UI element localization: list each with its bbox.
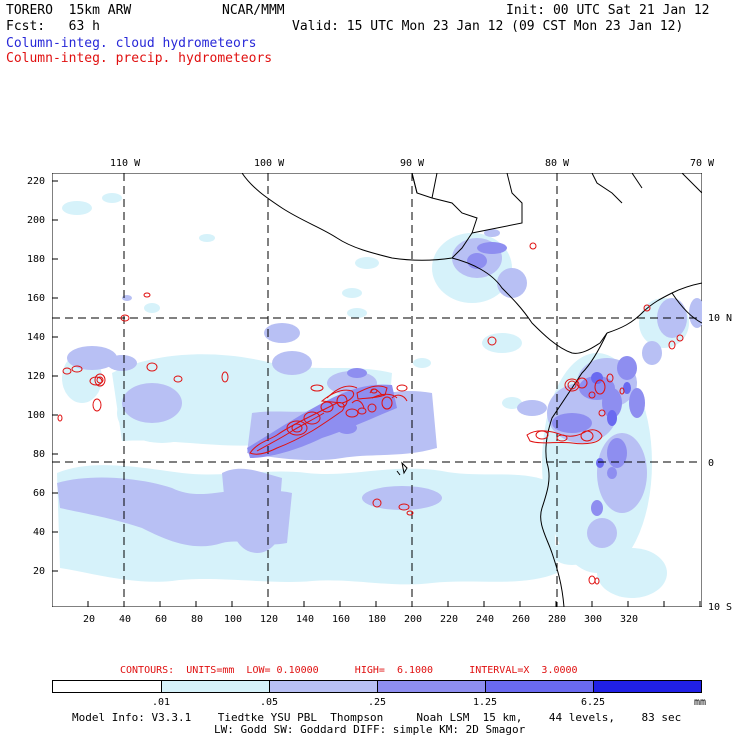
valid-time: Valid: 15 UTC Mon 23 Jan 12 (09 CST Mon …	[292, 19, 684, 34]
y-tick-180: 180	[27, 254, 46, 265]
model-info-line1: Model Info: V3.3.1 Tiedtke YSU PBL Thomp…	[72, 711, 682, 724]
center-label: NCAR/MMM	[222, 3, 285, 18]
x-tick-80: 80	[191, 614, 204, 625]
color-bar-label-4: 1.25	[472, 697, 498, 708]
color-bar-seg-6	[594, 681, 701, 692]
lon-label-70w: 70 W	[690, 158, 715, 169]
x-tick-180: 180	[368, 614, 387, 625]
color-bar-seg-5	[486, 681, 594, 692]
x-tick-320: 320	[620, 614, 639, 625]
model-info-line2: LW: Godd SW: Goddard DIFF: simple KM: 2D…	[214, 723, 526, 736]
lon-label-80w: 80 W	[545, 158, 570, 169]
color-bar-label-5: 6.25	[580, 697, 606, 708]
color-bar-seg-3	[270, 681, 378, 692]
field-cloud-label: Column-integ. cloud hydrometeors	[6, 36, 257, 51]
y-tick-140: 140	[27, 332, 46, 343]
color-bar-seg-4	[378, 681, 486, 692]
lon-label-100w: 100 W	[254, 158, 285, 169]
x-tick-100: 100	[224, 614, 243, 625]
precip-contours	[57, 242, 684, 585]
y-tick-120: 120	[27, 371, 46, 382]
x-tick-60: 60	[155, 614, 168, 625]
x-tick-160: 160	[332, 614, 351, 625]
model-title: TORERO 15km ARW	[6, 3, 132, 18]
x-tick-260: 260	[512, 614, 531, 625]
cloud-fill-level3	[247, 242, 645, 516]
y-tick-60: 60	[33, 488, 46, 499]
color-bar-seg-1	[53, 681, 162, 692]
hydrometeor-map	[52, 173, 702, 607]
lat-label-0: 0	[708, 458, 715, 469]
coastlines	[241, 173, 702, 607]
x-tick-120: 120	[260, 614, 279, 625]
color-bar-seg-2	[162, 681, 270, 692]
color-bar-label-1: .01	[151, 697, 171, 708]
color-bar	[52, 680, 702, 693]
x-tick-300: 300	[584, 614, 603, 625]
lat-label-10n: 10 N	[708, 313, 733, 324]
color-bar-label-3: .25	[367, 697, 387, 708]
y-tick-220: 220	[27, 176, 46, 187]
cloud-fill-level4	[591, 372, 631, 468]
field-precip-label: Column-integ. precip. hydrometeors	[6, 51, 273, 66]
lon-label-110w: 110 W	[110, 158, 141, 169]
lon-label-90w: 90 W	[400, 158, 425, 169]
color-bar-label-2: .05	[259, 697, 279, 708]
x-tick-20: 20	[83, 614, 96, 625]
forecast-hour: Fcst: 63 h	[6, 19, 100, 34]
x-tick-220: 220	[440, 614, 459, 625]
y-tick-200: 200	[27, 215, 46, 226]
y-tick-20: 20	[33, 566, 46, 577]
x-tick-140: 140	[296, 614, 315, 625]
x-tick-280: 280	[548, 614, 567, 625]
lat-label-10s: 10 S	[708, 602, 733, 613]
latlon-grid	[52, 173, 702, 607]
y-tick-40: 40	[33, 527, 46, 538]
axis-ticks	[52, 180, 701, 607]
color-bar-units: mm	[693, 697, 707, 708]
init-time: Init: 00 UTC Sat 21 Jan 12	[506, 3, 710, 18]
x-tick-240: 240	[476, 614, 495, 625]
x-tick-40: 40	[119, 614, 132, 625]
y-tick-80: 80	[33, 449, 46, 460]
contour-info: CONTOURS: UNITS=mm LOW= 0.10000 HIGH= 6.…	[120, 665, 578, 676]
y-tick-100: 100	[27, 410, 46, 421]
x-tick-200: 200	[404, 614, 423, 625]
y-tick-160: 160	[27, 293, 46, 304]
